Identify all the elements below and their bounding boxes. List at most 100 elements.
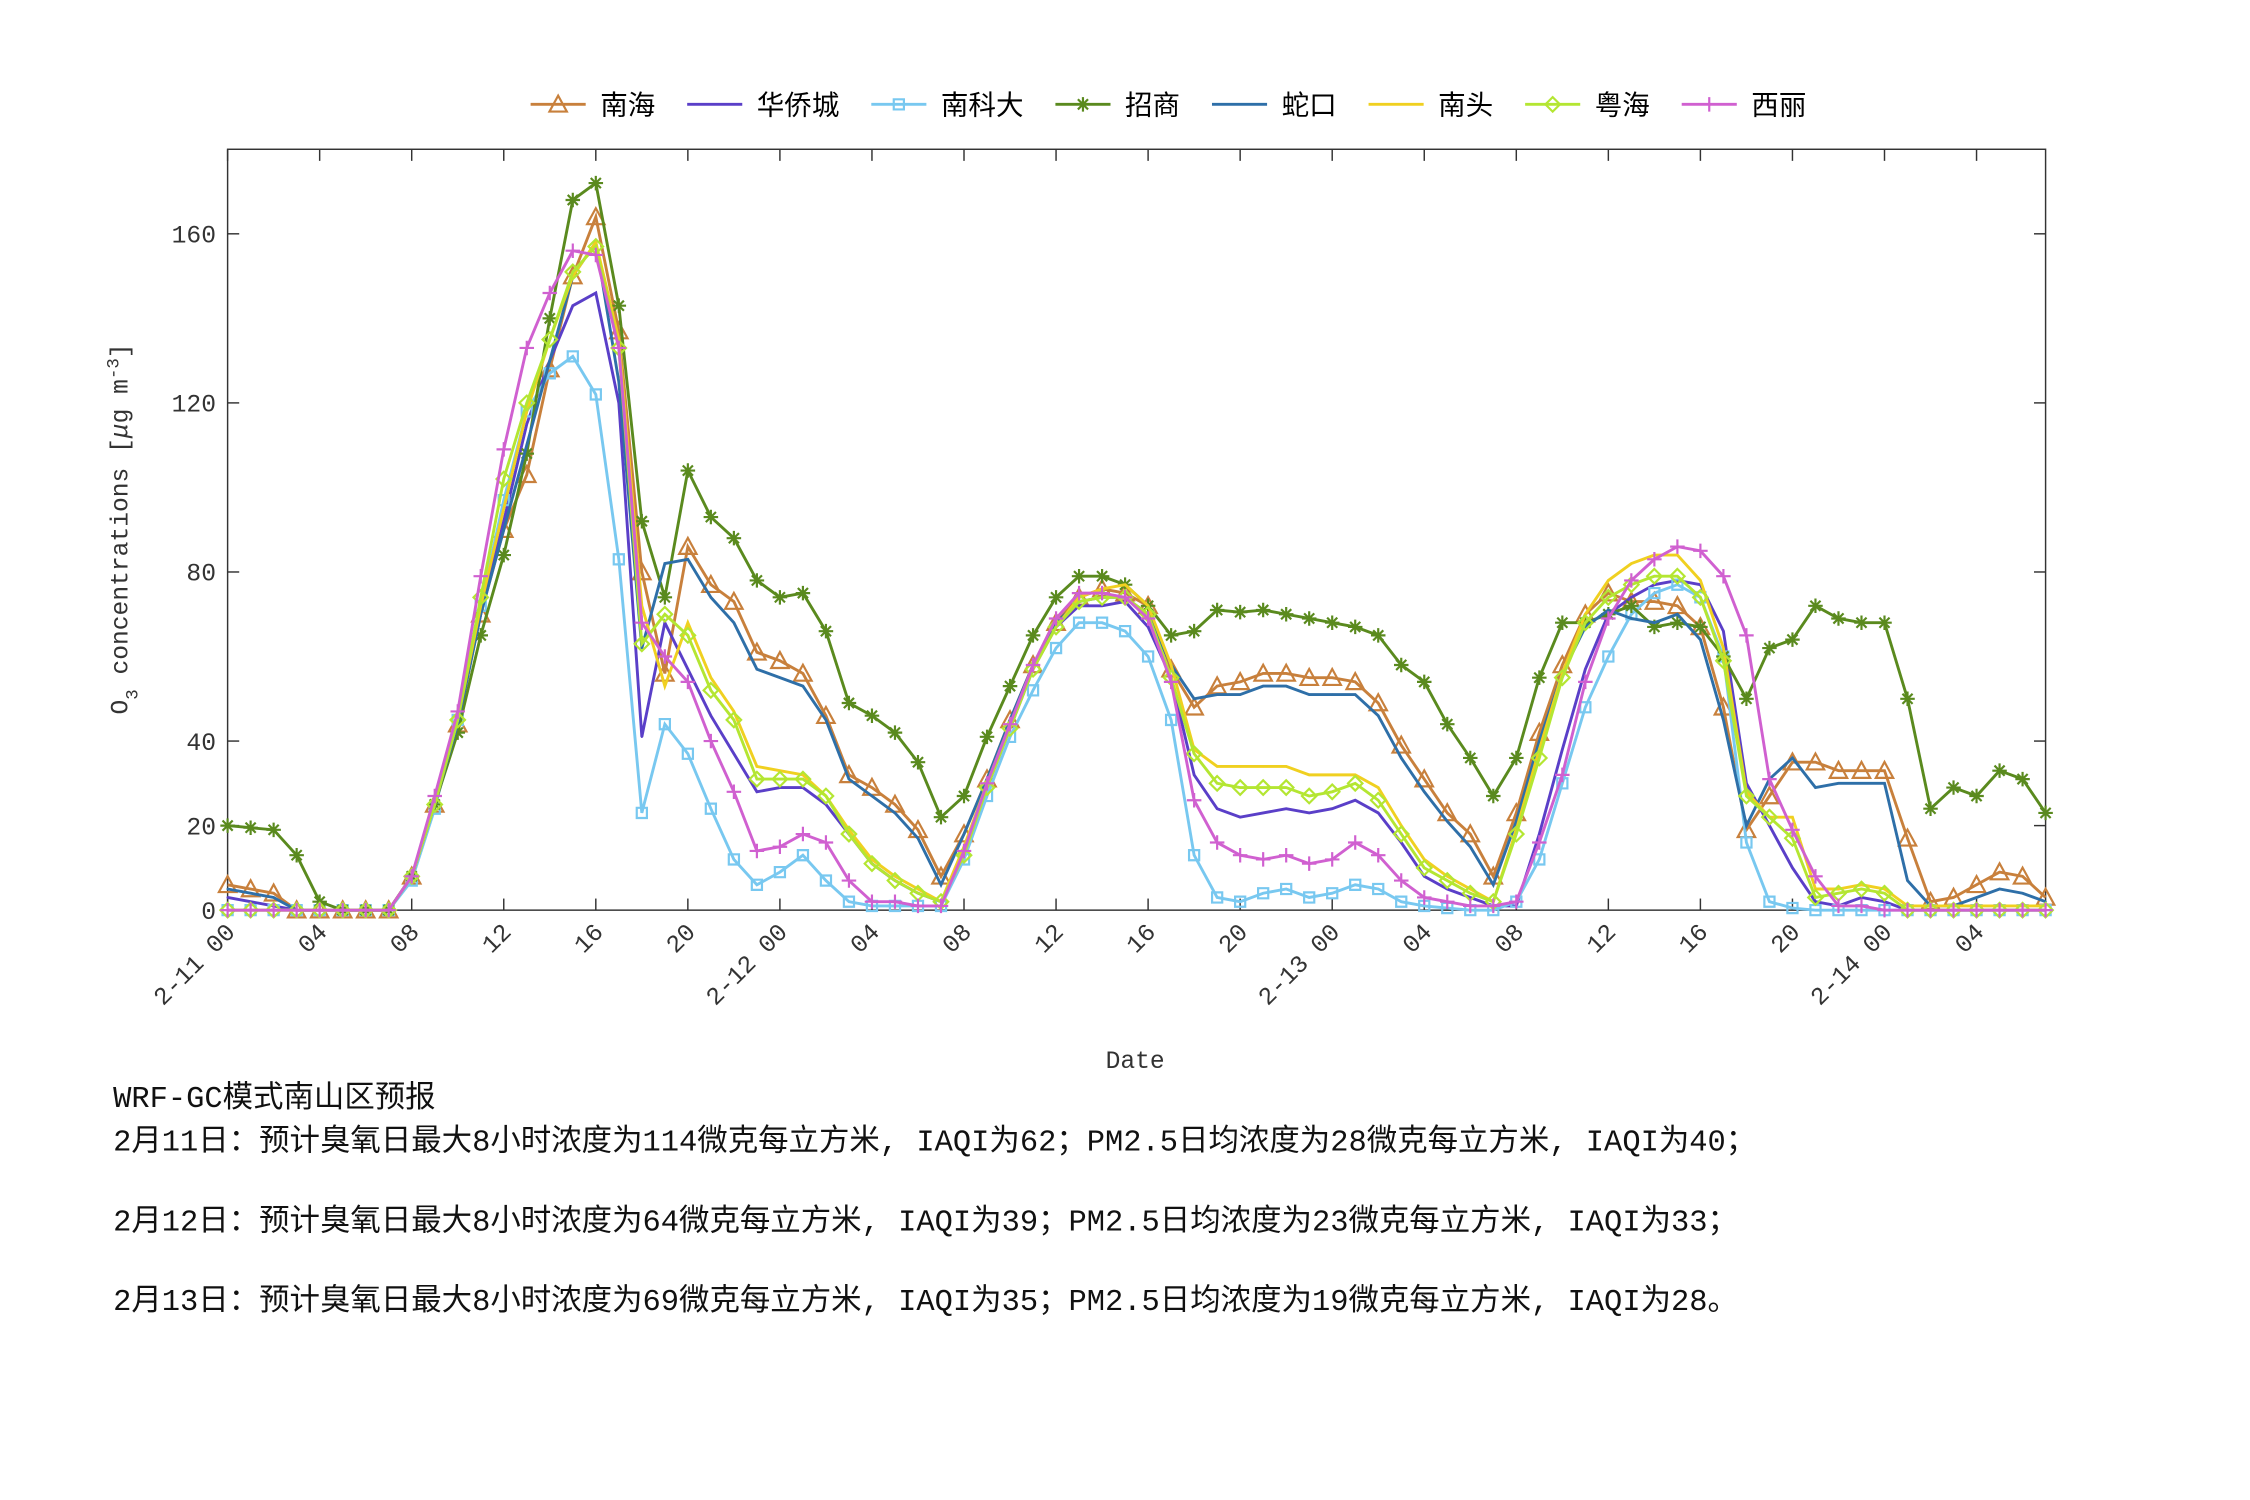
marker xyxy=(1556,777,1569,790)
marker xyxy=(547,93,569,113)
marker xyxy=(1509,750,1524,766)
marker xyxy=(1854,615,1869,630)
marker xyxy=(1969,788,1984,804)
point xyxy=(1308,811,1311,815)
marker xyxy=(1877,902,1892,918)
marker xyxy=(1831,611,1846,626)
x-tick-label: 04 xyxy=(1950,919,1991,960)
marker xyxy=(726,784,742,800)
marker xyxy=(1001,719,1019,738)
point xyxy=(1722,718,1725,722)
marker xyxy=(1280,882,1293,896)
marker xyxy=(519,446,535,461)
marker xyxy=(1413,768,1435,788)
marker xyxy=(1763,895,1776,908)
x-tick-label: 12 xyxy=(477,919,518,960)
marker xyxy=(1762,640,1777,656)
marker xyxy=(933,809,949,825)
marker xyxy=(263,882,285,902)
marker xyxy=(2012,865,2034,885)
marker xyxy=(1278,847,1294,863)
point xyxy=(1215,765,1219,768)
marker xyxy=(1118,625,1132,638)
marker xyxy=(634,615,650,630)
x-axis-label: Date xyxy=(1106,1048,1165,1076)
marker xyxy=(1048,590,1064,605)
x-tick-label: 04 xyxy=(293,919,334,960)
point xyxy=(778,676,782,679)
marker xyxy=(1946,902,1961,918)
point xyxy=(1584,668,1587,671)
marker xyxy=(1576,613,1595,632)
marker xyxy=(796,849,810,862)
point xyxy=(870,794,874,798)
point xyxy=(755,668,759,671)
marker xyxy=(979,729,995,745)
marker xyxy=(1543,95,1562,114)
marker xyxy=(1579,701,1592,714)
point xyxy=(1883,887,1886,891)
marker xyxy=(910,754,926,770)
note-line: 2月13日：预计臭氧日最大8小时浓度为69微克每立方米, IAQI为35；PM2… xyxy=(113,1283,1738,1320)
marker xyxy=(404,869,419,884)
marker xyxy=(1303,891,1316,904)
marker xyxy=(680,674,696,690)
x-tick-label: 16 xyxy=(1122,919,1163,960)
series-line xyxy=(227,354,2046,912)
x-tick-label: 20 xyxy=(662,919,703,960)
marker xyxy=(1075,97,1091,112)
marker xyxy=(1532,670,1547,685)
marker xyxy=(448,711,467,729)
marker xyxy=(1808,869,1823,884)
y-tick-label: 80 xyxy=(186,561,216,589)
marker xyxy=(1229,670,1251,691)
marker xyxy=(634,514,650,529)
x-tick-label: 12 xyxy=(1582,919,1623,960)
marker xyxy=(1275,662,1297,682)
marker xyxy=(589,388,602,401)
y-tick-label: 120 xyxy=(172,392,216,420)
marker xyxy=(1852,880,1871,898)
legend-label: 蛇口 xyxy=(1282,89,1337,121)
x-tick-label: 20 xyxy=(1214,919,1255,960)
point xyxy=(1169,663,1173,667)
point xyxy=(525,444,528,447)
marker xyxy=(1233,895,1247,908)
point xyxy=(1331,773,1334,777)
point xyxy=(1699,579,1702,582)
point xyxy=(1238,815,1242,819)
marker xyxy=(842,895,856,908)
point xyxy=(1492,883,1495,886)
x-tick-label: 08 xyxy=(1490,919,1531,960)
marker xyxy=(1208,774,1226,793)
marker xyxy=(588,175,604,191)
marker xyxy=(1232,847,1248,863)
point xyxy=(1354,693,1357,696)
marker xyxy=(1417,674,1432,690)
marker xyxy=(1463,750,1478,766)
point xyxy=(939,883,943,886)
marker xyxy=(1072,616,1086,629)
point xyxy=(1722,630,1725,633)
marker xyxy=(1254,778,1272,797)
series xyxy=(226,238,2047,912)
marker xyxy=(746,641,768,661)
marker xyxy=(473,628,488,643)
point xyxy=(640,735,643,738)
marker xyxy=(1252,662,1274,682)
series xyxy=(221,350,2052,917)
marker xyxy=(1301,856,1317,871)
series-line xyxy=(227,238,2046,912)
marker xyxy=(243,820,258,835)
series-line xyxy=(227,249,2046,912)
point xyxy=(1238,765,1242,768)
marker xyxy=(1989,861,2011,881)
point xyxy=(1262,684,1265,688)
marker xyxy=(1693,619,1708,635)
marker xyxy=(1321,666,1343,686)
point xyxy=(824,718,828,722)
point xyxy=(1354,799,1357,802)
point xyxy=(893,811,897,815)
marker xyxy=(1418,899,1431,913)
point xyxy=(1860,883,1863,886)
